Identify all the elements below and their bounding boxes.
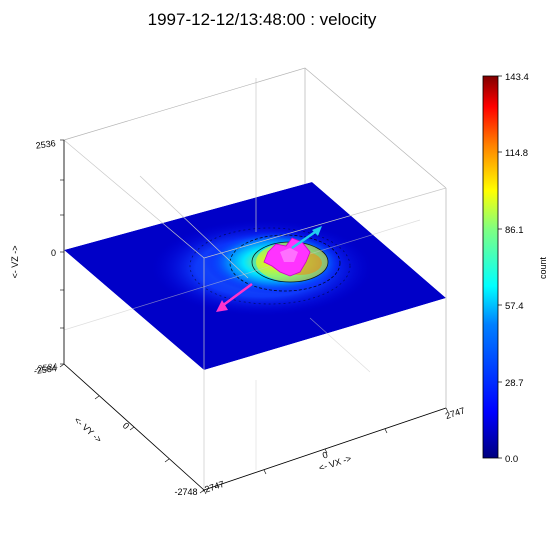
vx-tick-zero: 0 xyxy=(321,450,329,461)
vz-tick-bottom: -2584 xyxy=(33,363,57,376)
vector-cyan xyxy=(291,228,319,250)
slice-plane xyxy=(64,182,446,370)
vz-axis: 2536 0 -2584 -2584 <- VZ -> xyxy=(10,138,65,376)
vy-tick-zero: 0 xyxy=(121,420,131,431)
vy-axis: 0 -2748 <- VY -> xyxy=(59,363,205,497)
vz-axis-label: <- VZ -> xyxy=(10,245,20,278)
colorbar: 143.4 114.8 86.1 57.4 28.7 0.0 count xyxy=(482,72,548,465)
colorbar-gradient xyxy=(482,75,499,459)
vector-magenta-head xyxy=(216,300,228,312)
box-wireframe-front xyxy=(63,78,447,490)
colorbar-label: count xyxy=(538,256,548,279)
vy-axis-label: <- VY -> xyxy=(72,415,103,445)
colorbar-tick-1: 143.4 xyxy=(505,72,529,83)
chart-title: 1997-12-12/13:48:00 : velocity xyxy=(148,10,377,29)
colorbar-tick-5: 28.7 xyxy=(505,378,524,389)
vz-tick-bottom-dup: -2584 xyxy=(34,361,58,374)
vx-axis: 0 2747 -2747 <- VX -> xyxy=(201,405,467,495)
isosurface xyxy=(263,237,311,277)
vz-tick-zero: 0 xyxy=(51,248,56,258)
vx-tick-right: 2747 xyxy=(444,405,466,421)
vector-magenta xyxy=(221,282,253,308)
vector-cyan-head xyxy=(312,226,322,236)
vy-tick-bottom: -2748 xyxy=(174,487,197,497)
colorbar-tick-4: 57.4 xyxy=(505,301,524,312)
colorbar-tick-6: 0.0 xyxy=(505,454,518,465)
velocity-vectors xyxy=(216,226,322,312)
vz-tick-top: 2536 xyxy=(35,138,56,151)
colorbar-tick-2: 114.8 xyxy=(505,148,528,159)
colorbar-tick-3: 86.1 xyxy=(505,225,524,236)
